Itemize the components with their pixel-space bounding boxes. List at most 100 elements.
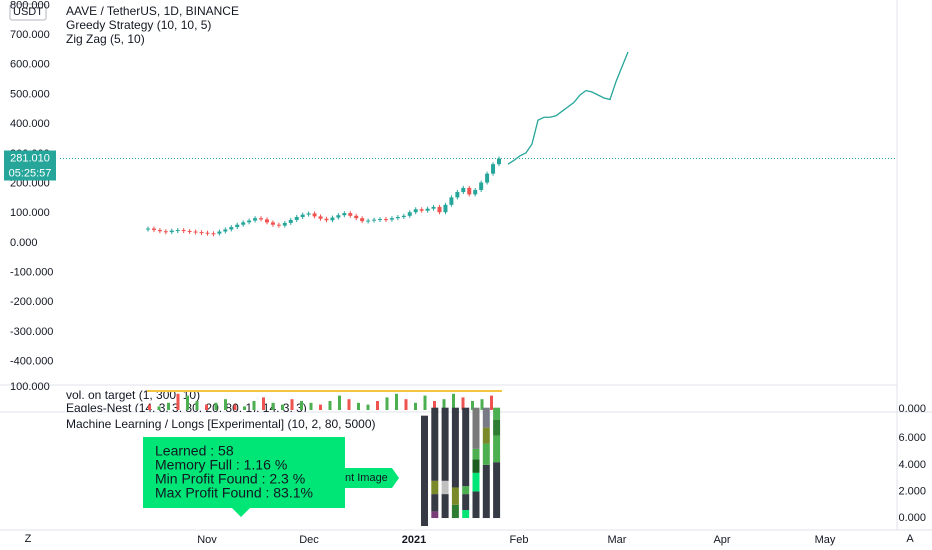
ml-segment [493,419,501,436]
candle [259,218,264,220]
footer-button[interactable]: Z [25,533,32,545]
volume-bar [224,399,227,410]
countdown-tag [4,165,56,181]
candle [205,232,210,234]
candle [461,187,466,193]
candle [229,227,234,230]
y-tick-label: 0.000 [10,237,38,249]
candle [247,220,252,223]
candle [497,158,501,165]
pane-title: Machine Learning / Longs [Experimental] … [66,417,376,431]
ml-segment [462,510,470,519]
ml-segment [472,448,480,460]
x-tick-label: May [815,534,836,546]
volume-bar [385,397,389,410]
candle [253,218,258,221]
candle [485,173,490,183]
volume-bar [423,395,427,410]
candle [372,219,377,221]
footer-button[interactable]: A [906,533,914,545]
y-tick-label: 6.000 [898,432,926,444]
candle [187,230,192,232]
candle [146,228,150,230]
candle [276,224,281,226]
ml-segment [441,494,449,519]
candle [467,187,472,195]
ml-segment [431,494,439,512]
candle [199,232,204,234]
volume-bar [319,404,322,410]
y-tick-label: 800.000 [10,0,50,11]
stats-line: Max Profit Found : 83.1% [155,485,313,501]
candle [378,219,383,221]
candle [175,230,180,232]
indicator-label: Greedy Strategy (10, 10, 5) [66,18,211,32]
candle [169,230,174,233]
volume-bar [281,404,284,410]
ml-segment [472,407,480,449]
volume-bar [252,401,256,410]
candle [413,209,418,213]
ml-segment [451,407,459,488]
indicator-label: Zig Zag (5, 10) [66,32,145,46]
volume-bar [452,393,455,410]
ml-segment [482,443,490,465]
candle [449,197,454,205]
x-tick-label: Feb [510,534,529,546]
y-tick-label: 0.000 [898,512,926,524]
y-tick-label: 100.000 [10,381,50,393]
candle [383,219,388,221]
y-tick-label: 400.000 [10,118,50,130]
volume-bar [195,401,199,410]
y-tick-label: -200.000 [10,296,53,308]
ml-segment [431,407,439,481]
volume-bar [214,402,218,410]
candle [348,213,353,216]
volume-bar [205,404,208,410]
candle [223,229,228,232]
candle [181,230,186,232]
candle [300,214,305,217]
ml-segment [482,407,490,428]
projection-line [507,51,629,165]
volume-bar [271,402,275,410]
image-label-bubble [345,468,399,488]
ml-segment [493,407,501,420]
y-tick-label: 2.000 [898,485,926,497]
volume-bar [233,404,237,410]
candle [235,224,240,228]
candle [193,231,198,233]
volume-bar [157,406,161,410]
ml-segment [472,491,480,519]
currency-box[interactable] [9,3,47,21]
candle [366,220,371,222]
volume-bar [433,401,436,410]
candle [241,222,246,225]
stats-line: Min Profit Found : 2.3 % [155,471,305,487]
volume-bar [376,401,379,410]
y-tick-label: -100.000 [10,267,53,279]
candle [455,192,460,198]
candle [473,189,478,195]
volume-bar [471,401,474,410]
candle [211,233,216,235]
ml-segment [441,480,449,495]
candle [217,231,222,234]
currency[interactable]: USDT [13,6,43,18]
volume-bar [338,395,341,410]
candle [342,213,347,216]
volume-bar [357,402,360,410]
volume-bar [395,393,398,410]
volume-bar [414,402,417,410]
candle [419,209,424,211]
volume-bar [243,406,246,410]
ml-segment [451,504,459,519]
candle [389,218,394,220]
ml-segment [482,427,490,444]
candle [282,222,287,226]
x-tick-label: Apr [713,534,730,546]
ml-segment [493,462,501,519]
y-tick-label: 700.000 [10,29,50,41]
candle [324,218,329,221]
